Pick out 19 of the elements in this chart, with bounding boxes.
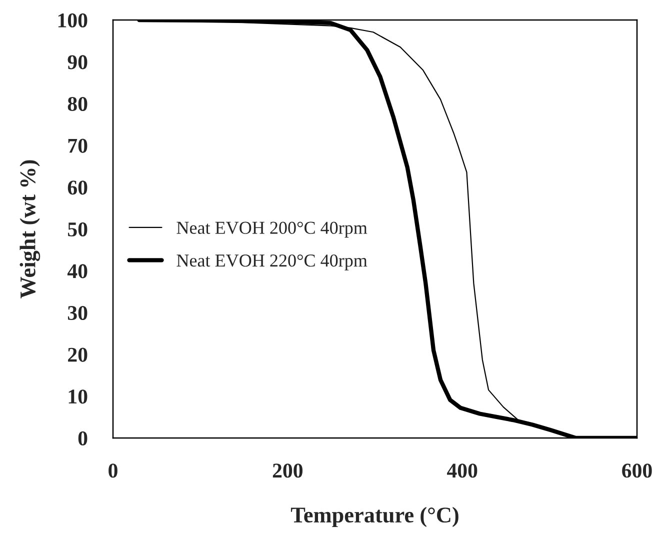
legend-label: Neat EVOH 200°C 40rpm xyxy=(176,222,368,238)
y-tick-label: 10 xyxy=(68,390,88,404)
y-tick-label: 0 xyxy=(78,431,88,446)
y-tick-label: 20 xyxy=(68,348,88,362)
y-tick-label: 100 xyxy=(58,13,88,28)
y-tick-label: 70 xyxy=(68,138,88,153)
x-tick-label: 200 xyxy=(272,464,302,478)
y-tick-label: 60 xyxy=(68,180,88,195)
x-tick-label: 600 xyxy=(622,464,652,478)
y-tick-label: 40 xyxy=(67,264,88,278)
y-axis-title: Weight (wt %) xyxy=(20,160,40,298)
x-tick-label: 400 xyxy=(446,464,478,478)
y-tick-label: 80 xyxy=(68,96,88,112)
legend-label: Neat EVOH 220°C 40rpm xyxy=(176,254,368,270)
x-tick-label: 0 xyxy=(108,464,118,478)
y-tick-label: 30 xyxy=(68,306,88,320)
x-axis-title: Temperature (°C) xyxy=(290,506,458,528)
y-tick-label: 90 xyxy=(68,55,88,70)
y-tick-label: 50 xyxy=(68,222,88,236)
